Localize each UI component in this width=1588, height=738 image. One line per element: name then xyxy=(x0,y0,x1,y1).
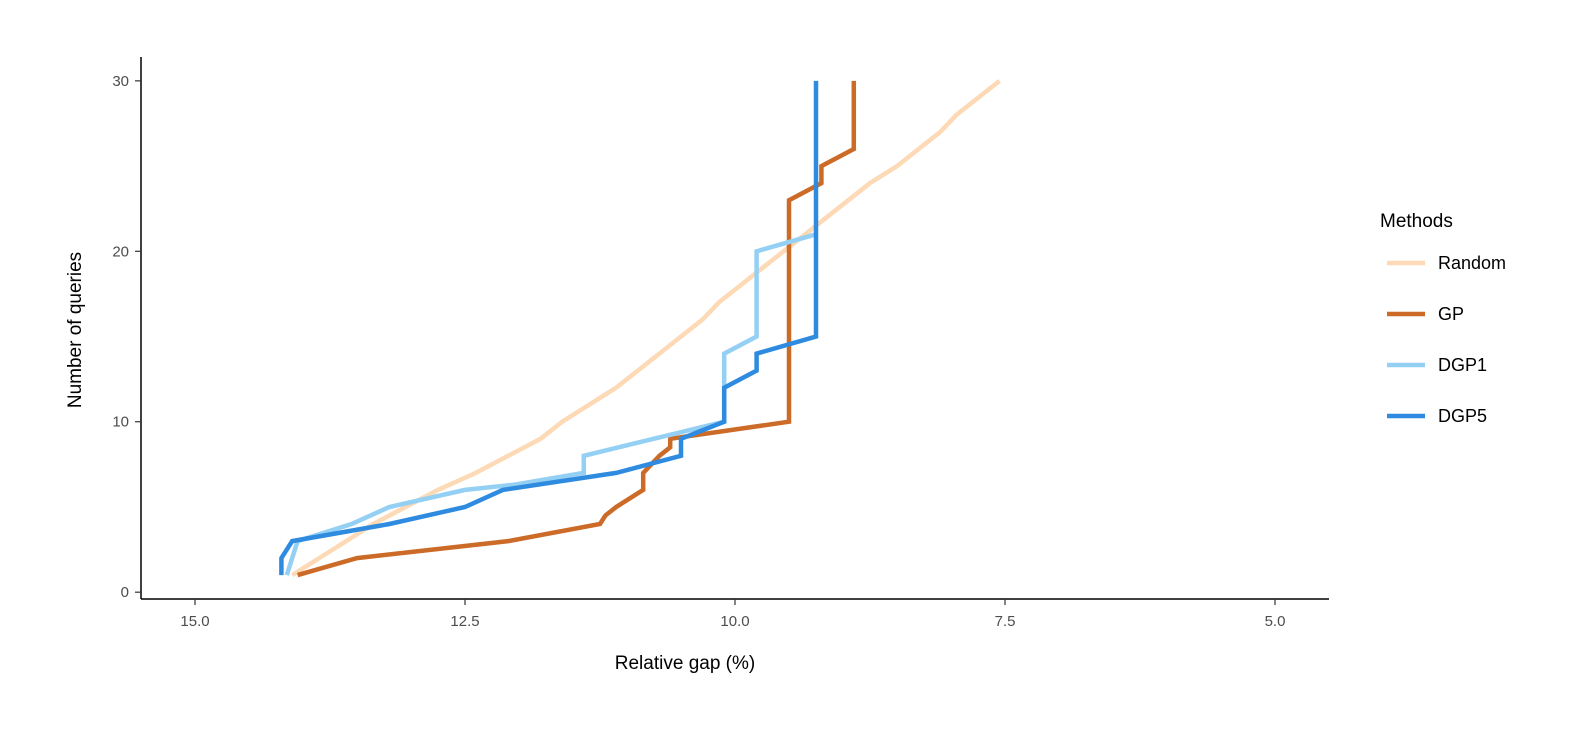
series-line-dgp5 xyxy=(279,80,819,576)
y-axis-title: Number of queries xyxy=(65,252,86,408)
legend-label-random: Random xyxy=(1438,253,1506,273)
legend-label-dgp5: DGP5 xyxy=(1438,406,1487,426)
series-line-gp xyxy=(296,80,857,578)
x-tick-label: 5.0 xyxy=(1265,613,1286,630)
legend-title: Methods xyxy=(1380,211,1453,232)
series-line-random xyxy=(291,79,1001,578)
series-layer xyxy=(279,79,1001,578)
x-tick-label: 15.0 xyxy=(180,613,209,630)
legend-label-gp: GP xyxy=(1438,304,1464,324)
y-tick-label: 10 xyxy=(112,414,129,431)
x-tick-label: 12.5 xyxy=(450,613,479,630)
y-tick-label: 30 xyxy=(112,73,129,90)
legend: Methods Random GP DGP1 DGP5 xyxy=(1380,211,1506,426)
x-axis-title: Relative gap (%) xyxy=(615,653,755,674)
y-tick-label: 20 xyxy=(112,243,129,260)
y-ticks: 0 10 20 30 xyxy=(112,73,141,601)
legend-label-dgp1: DGP1 xyxy=(1438,355,1487,375)
y-tick-label: 0 xyxy=(121,584,129,601)
series-line-dgp1 xyxy=(284,232,817,576)
x-tick-label: 10.0 xyxy=(720,613,749,630)
legend-items: Random GP DGP1 DGP5 xyxy=(1387,253,1506,426)
x-tick-label: 7.5 xyxy=(995,613,1016,630)
x-ticks: 15.0 12.5 10.0 7.5 5.0 xyxy=(180,599,1285,630)
